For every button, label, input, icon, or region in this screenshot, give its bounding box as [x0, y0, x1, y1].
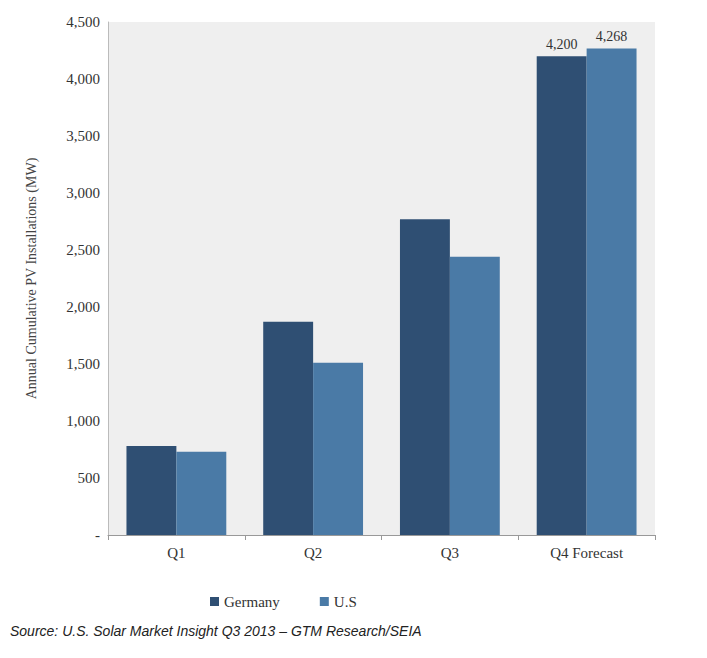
svg-text:U.S: U.S — [334, 594, 357, 610]
svg-text:500: 500 — [78, 470, 101, 486]
svg-text:4,500: 4,500 — [66, 14, 100, 30]
svg-text:Annual Cumulative PV Installat: Annual Cumulative PV Installations (MW) — [24, 157, 40, 399]
svg-text:Source: U.S. Solar Market Insi: Source: U.S. Solar Market Insight Q3 201… — [10, 623, 422, 639]
svg-text:-: - — [95, 527, 100, 543]
svg-text:Q3: Q3 — [441, 545, 459, 561]
svg-text:Q1: Q1 — [167, 545, 185, 561]
svg-text:4,200: 4,200 — [546, 37, 578, 52]
svg-text:Q4 Forecast: Q4 Forecast — [550, 545, 624, 561]
svg-text:3,000: 3,000 — [66, 185, 100, 201]
svg-text:4,268: 4,268 — [596, 29, 628, 44]
svg-text:1,000: 1,000 — [66, 413, 100, 429]
svg-text:Germany: Germany — [224, 594, 280, 610]
svg-text:1,500: 1,500 — [66, 356, 100, 372]
svg-text:2,500: 2,500 — [66, 242, 100, 258]
svg-text:4,000: 4,000 — [66, 71, 100, 87]
svg-text:Q2: Q2 — [304, 545, 322, 561]
svg-text:2,000: 2,000 — [66, 299, 100, 315]
svg-text:3,500: 3,500 — [66, 128, 100, 144]
